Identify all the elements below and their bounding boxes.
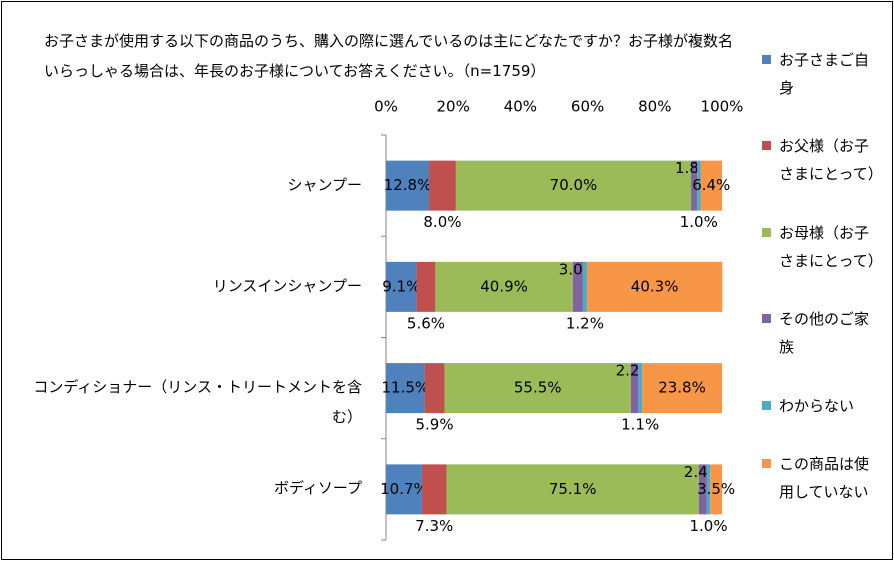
data-label: 8.0% [423,213,461,231]
data-label: 6.4% [692,176,730,194]
bar-segment [710,464,722,515]
legend-swatch [762,227,771,237]
data-label: 55.5% [514,379,562,397]
data-label: 40.9% [480,277,528,295]
bar-segment [435,261,573,312]
chart-title: お子さまが使用する以下の商品のうち、購入の際に選んでいるのは主にどなたですか？お… [44,32,733,80]
bar-segment [386,363,425,414]
y-tick-label: コンディショナー（リンス・トリートメントを含む） [33,378,362,427]
legend-swatch [762,314,771,324]
data-label: 10.7% [380,480,428,498]
bar-segment [386,160,430,211]
legend-swatch [762,55,771,64]
bar-segment [638,363,643,414]
data-label: 1.1% [621,416,659,434]
bar-segment [586,261,723,312]
bar-segment [386,261,417,312]
bar-segment [386,464,422,515]
x-tick-label: 20% [437,98,470,116]
legend-label: その他のご家族 [779,310,870,357]
bar-segment [582,261,587,312]
data-label: 1.0% [690,517,728,535]
legend-label: わからない [779,396,855,415]
x-tick-label: 100% [701,98,744,116]
data-label: 5.6% [407,314,445,332]
bar-segment [698,464,707,515]
data-label: 12.8% [384,176,432,194]
data-label: 23.8% [658,379,706,397]
legend-swatch [762,458,771,468]
bar-segment [706,464,711,515]
legend-item: お父様（お子さまにとって） [762,132,883,188]
bar-segment [455,160,692,211]
x-tick-label: 60% [571,98,604,116]
bar-segment [424,363,445,414]
data-label: 5.9% [415,416,453,434]
legend-label: この商品は使用していない [779,454,870,501]
legend-label: お子さまご自身 [779,51,870,97]
bar-segment [446,464,699,515]
data-label: 7.3% [415,517,453,535]
legend-item: お母様（お子さまにとって） [762,219,883,275]
bar-segment [691,160,698,211]
legend-item: わからない [762,392,882,420]
bar-segment [572,261,583,312]
legend-label: お母様（お子さまにとって） [779,223,883,270]
legend-label: お父様（お子さまにとって） [779,137,883,184]
bar-segment [700,160,722,211]
data-label: 11.5% [381,379,429,397]
bar-segment [697,160,701,211]
legend: お子さまご自身 お父様（お子さまにとって） お母様（お子さまにとって） その他のご家族… [762,46,883,506]
legend-item: この商品は使用していない [762,450,882,506]
bar-segment [444,363,631,414]
data-label: 40.3% [631,277,679,295]
bar-segment [421,464,447,515]
bar-segment [630,363,639,414]
data-label: 3.5% [697,480,735,498]
data-label: 1.2% [566,314,604,332]
y-tick-label: リンスインシャンプー [212,276,362,295]
x-tick-label: 40% [504,98,537,116]
x-tick-label: 0% [374,98,398,116]
data-label: 70.0% [550,176,598,194]
bar-segment [429,160,456,211]
y-tick-label: シャンプー [287,175,362,194]
x-tick-label: 80% [638,98,671,116]
y-tick-label: ボディソープ [273,479,362,498]
legend-item: お子さまご自身 [762,46,882,102]
legend-swatch [762,400,771,410]
data-label: 75.1% [549,480,597,498]
bar-segment [416,261,436,312]
legend-item: その他のご家族 [762,305,882,361]
data-label: 9.1% [382,277,420,295]
legend-swatch [762,141,771,151]
data-label: 1.0% [680,213,718,231]
bar-segment [642,363,722,414]
